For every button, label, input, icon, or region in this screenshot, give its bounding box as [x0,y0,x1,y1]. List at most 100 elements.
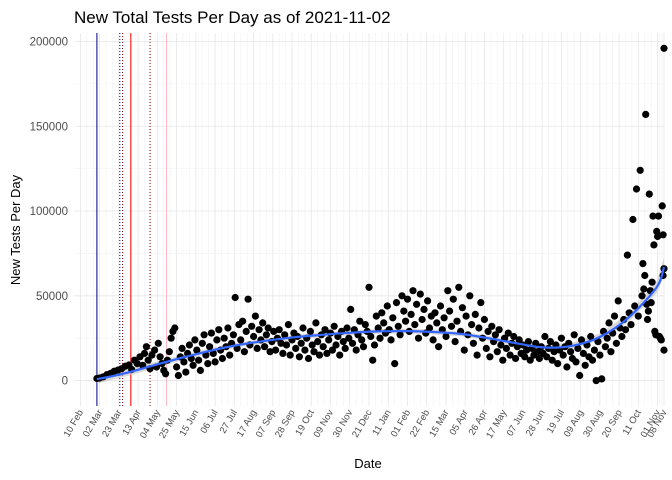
data-point [636,166,644,174]
data-point [400,307,408,315]
data-point [178,344,186,352]
data-point [601,343,610,351]
data-point [610,312,619,320]
data-point [250,332,258,341]
data-point [383,302,391,310]
data-point [171,324,179,332]
data-point [587,332,595,341]
data-point [253,344,261,352]
smooth-trend-line [96,266,666,381]
data-point [654,232,662,241]
data-point [270,327,278,335]
data-point [193,346,201,354]
data-point [640,285,648,293]
data-point [174,371,182,380]
data-point [629,215,637,224]
data-point [658,202,666,210]
data-point [590,346,599,354]
data-point [504,329,512,337]
data-point [484,327,492,335]
data-point [446,307,454,315]
data-point [319,343,327,351]
data-point [248,322,256,330]
data-point [367,332,375,341]
data-point [660,346,668,354]
data-point [292,344,300,352]
data-point [649,212,657,220]
data-point [486,353,494,361]
data-point [308,341,316,349]
data-point [623,251,632,259]
data-point [543,353,551,361]
data-point [554,360,562,368]
data-point [162,370,170,378]
data-point [638,292,646,300]
data-point [409,287,417,295]
data-point [657,336,665,344]
data-point [239,317,247,325]
data-point [299,324,307,332]
data-point [387,336,395,344]
data-point [196,366,204,374]
y-axis-ticks: 0 50000 100000 150000 200000 [30,36,68,387]
data-point [418,315,426,324]
reference-lines [96,33,168,406]
data-point [480,315,488,324]
data-point [442,332,450,341]
data-point [240,348,248,356]
x-axis-title: Date [354,456,381,471]
data-point [242,327,250,335]
data-point [237,336,245,344]
data-point [413,300,421,308]
data-point [603,334,611,342]
data-point [660,44,668,52]
data-point [455,283,463,291]
data-point [433,319,441,327]
data-point [218,354,226,363]
data-point [229,331,237,339]
data-point [215,326,223,334]
data-point [614,297,622,305]
data-point [499,356,507,364]
data-point [370,341,379,349]
data-point [378,309,386,317]
data-point [389,314,397,322]
data-point [557,334,566,342]
data-point [581,361,589,369]
data-point [491,331,499,339]
data-point [332,341,340,349]
data-point [411,321,419,329]
data-point [596,351,604,359]
data-point [359,343,368,351]
data-point [264,324,272,332]
data-point [451,338,459,346]
data-point [650,241,658,249]
data-point [231,293,239,302]
data-point [534,348,542,356]
data-point [559,351,567,359]
data-point [572,358,580,366]
data-point [213,336,221,344]
data-point [440,314,448,322]
data-point [325,336,333,344]
data-point [211,358,219,366]
data-point [154,339,162,347]
data-point [191,336,199,344]
data-point [453,317,461,325]
data-point [521,353,529,361]
data-point [376,334,384,342]
data-point [301,346,309,354]
data-point [403,295,412,303]
data-point [639,260,647,268]
data-point [142,343,150,351]
data-point [226,351,234,359]
data-point [510,332,518,341]
data-point [204,360,212,368]
data-point [391,360,399,368]
data-point [297,339,305,347]
data-point [259,319,267,327]
data-point [515,336,523,344]
y-tick-label: 50000 [36,291,68,303]
data-point [343,324,351,332]
